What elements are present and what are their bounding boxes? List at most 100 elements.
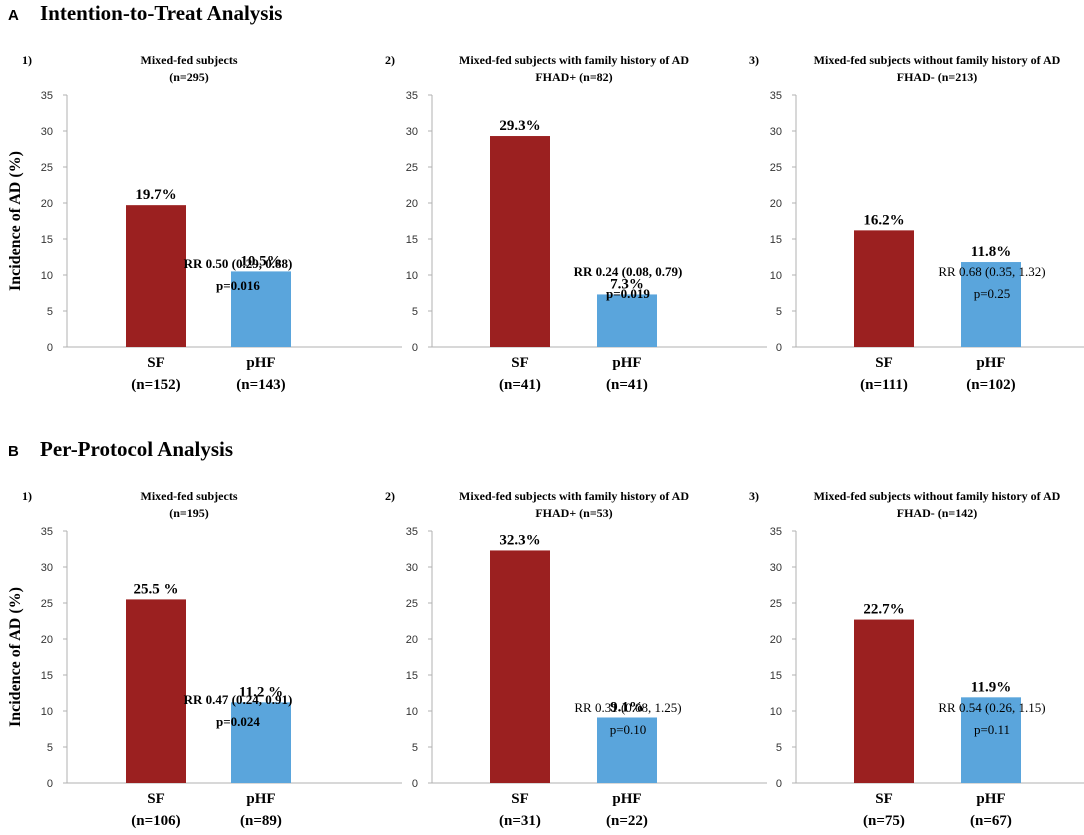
annotation-line: RR 0.24 (0.08, 0.79) [574,264,683,279]
bar-value-label: 11.8% [971,244,1011,260]
y-tick-label: 25 [41,162,53,174]
y-tick-label: 10 [406,706,418,718]
category-n-label: (n=152) [131,377,180,393]
y-tick-label: 20 [41,198,53,210]
category-label: SF [875,791,893,807]
bar-value-label: 9.1% [610,699,644,715]
annotation-line: RR 0.50 (0.29, 0.88) [184,256,293,271]
panel-title-line: Mixed-fed subjects without family histor… [814,489,1061,503]
y-tick-label: 5 [776,306,782,318]
category-n-label: (n=31) [499,813,541,829]
panel-title-line: (n=295) [169,70,209,84]
y-tick-label: 20 [770,634,782,646]
y-tick-label: 10 [770,270,782,282]
bar-sf [126,599,186,783]
panel-title-line: Mixed-fed subjects with family history o… [459,489,689,503]
section-letter: A [8,7,19,24]
bar-value-label: 32.3% [499,532,540,548]
y-tick-label: 15 [41,670,53,682]
y-tick-label: 10 [770,706,782,718]
category-n-label: (n=89) [240,813,282,829]
y-tick-label: 10 [41,706,53,718]
category-n-label: (n=67) [970,813,1012,829]
y-tick-label: 20 [406,198,418,210]
category-label: SF [147,791,165,807]
bar-sf [854,230,914,347]
section-title: Intention-to-Treat Analysis [40,1,282,25]
bar-phf [231,702,291,783]
y-tick-label: 15 [406,670,418,682]
chart-panel-b3: 3) Mixed-fed subjects without family hist… [749,489,1084,829]
y-tick-label: 0 [47,342,53,354]
chart-panel-b1: 1) Mixed-fed subjects (n=195) 0 5 10 15 20 25 30 3… [22,489,402,829]
section-title: Per-Protocol Analysis [40,437,233,461]
panel-title-line: Mixed-fed subjects without family histor… [814,53,1061,67]
y-tick-label: 30 [770,126,782,138]
bar-phf [961,697,1021,783]
y-axis-label: Incidence of AD (%) [7,587,24,727]
y-tick-label: 10 [406,270,418,282]
panel-title-line: FHAD+ (n=82) [535,70,612,84]
bar-value-label: 11.9% [971,679,1011,695]
panel-title-line: FHAD- (n=213) [897,70,978,84]
chart-panel-a1: 1) Mixed-fed subjects (n=295) 0 5 10 15 20 25 30 3… [22,53,402,393]
y-tick-label: 35 [770,526,782,538]
y-tick-label: 5 [47,306,53,318]
panel-title-line: Mixed-fed subjects with family history o… [459,53,689,67]
bar-value-label: 19.7% [135,187,176,203]
chart-panel-b2: 2) Mixed-fed subjects with family history… [385,489,767,829]
y-tick-label: 5 [412,742,418,754]
y-tick-label: 25 [406,162,418,174]
y-tick-label: 30 [41,562,53,574]
category-n-label: (n=102) [966,377,1015,393]
annotation-line: p=0.11 [974,722,1010,737]
y-tick-label: 0 [47,778,53,790]
category-n-label: (n=41) [499,377,541,393]
y-tick-label: 25 [770,598,782,610]
panel-title-line: FHAD+ (n=53) [535,506,612,520]
panel-label: 2) [385,489,395,503]
y-tick-label: 30 [406,126,418,138]
y-tick-label: 25 [406,598,418,610]
y-tick-label: 35 [770,90,782,102]
annotation-line: p=0.016 [216,278,260,293]
annotation-line: RR 0.47 (0.24, 0.91) [184,692,293,707]
category-label: pHF [976,791,1005,807]
bar-sf [126,205,186,347]
panel-title-line: Mixed-fed subjects [141,53,238,67]
annotation-line: p=0.019 [606,286,650,301]
y-axis-label: Incidence of AD (%) [7,151,24,291]
bar-value-label: 22.7% [863,602,904,618]
panel-label: 1) [22,489,32,503]
category-n-label: (n=22) [606,813,648,829]
y-tick-label: 30 [770,562,782,574]
y-tick-label: 5 [47,742,53,754]
y-tick-label: 30 [406,562,418,574]
category-label: pHF [246,791,275,807]
bar-sf [854,619,914,783]
annotation-line: RR 0.68 (0.35, 1.32) [938,264,1045,279]
annotation-line: p=0.024 [216,714,260,729]
category-n-label: (n=41) [606,377,648,393]
y-tick-label: 0 [776,342,782,354]
y-tick-label: 20 [41,634,53,646]
bar-phf [597,294,657,347]
category-n-label: (n=143) [236,377,285,393]
y-tick-label: 35 [406,90,418,102]
section-letter: B [8,443,19,460]
y-tick-label: 10 [41,270,53,282]
bar-phf [231,271,291,347]
chart-panel-a2: 2) Mixed-fed subjects with family history… [385,53,767,393]
y-tick-label: 35 [406,526,418,538]
bar-value-label: 16.2% [863,212,904,228]
y-tick-label: 25 [770,162,782,174]
category-n-label: (n=75) [863,813,905,829]
annotation-line: p=0.25 [974,286,1011,301]
bar-value-label: 29.3% [499,118,540,134]
y-tick-label: 20 [406,634,418,646]
bar-value-label: 10.5% [240,253,281,269]
panel-label: 2) [385,53,395,67]
bar-value-label: 11.2 % [239,684,283,700]
category-label: SF [147,355,165,371]
